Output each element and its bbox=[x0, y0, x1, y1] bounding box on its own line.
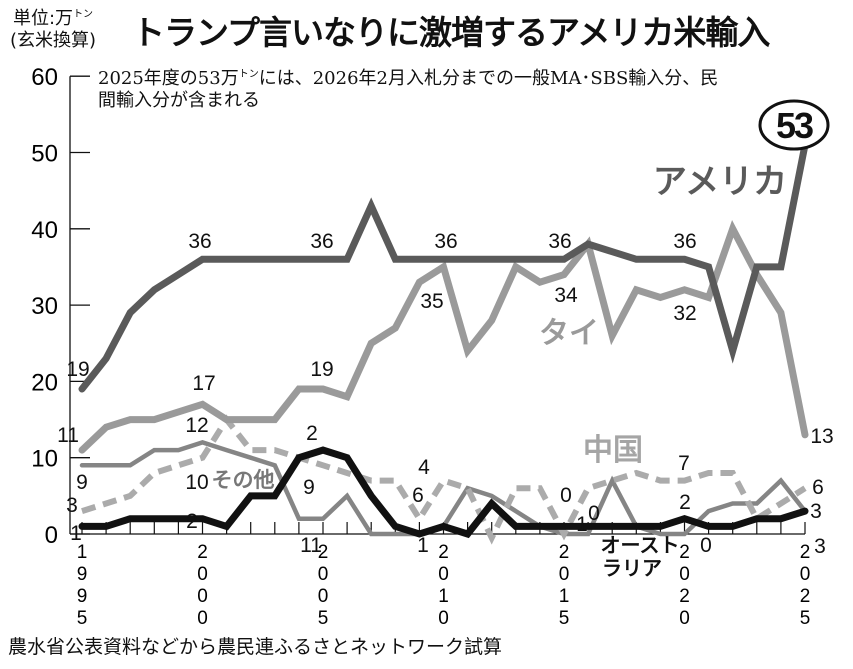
data-label: 7 bbox=[678, 452, 690, 475]
data-label: 36 bbox=[673, 230, 696, 253]
series-label-thailand: タイ bbox=[539, 316, 599, 351]
chart-title: トランプ言いなりに激増するアメリカ米輸入 bbox=[132, 13, 770, 52]
data-label: 2 bbox=[306, 422, 318, 445]
data-label: 1 bbox=[417, 534, 429, 557]
series-lines bbox=[78, 141, 809, 545]
data-label: 17 bbox=[192, 372, 215, 395]
data-label: 0 bbox=[588, 502, 600, 525]
data-label: 0 bbox=[700, 534, 712, 557]
data-label: 1 bbox=[70, 522, 82, 545]
data-label: 13 bbox=[810, 425, 833, 448]
note-line1-a: 2025年度の53万 bbox=[98, 68, 239, 89]
y-tick-label: 60 bbox=[31, 64, 58, 91]
data-label: 19 bbox=[66, 358, 89, 381]
data-label: 1 bbox=[576, 513, 588, 536]
data-label: 3 bbox=[810, 500, 822, 523]
data-label: 35 bbox=[420, 290, 443, 313]
series-line-america bbox=[78, 141, 809, 393]
source-footer: 農水省公表資料などから農民連ふるさとネットワーク試算 bbox=[8, 636, 503, 658]
data-label: 9 bbox=[76, 471, 88, 494]
data-label: 3 bbox=[66, 494, 78, 517]
data-label: 10 bbox=[185, 471, 208, 494]
y-tick-label: 0 bbox=[45, 522, 58, 549]
data-label: 11 bbox=[300, 534, 322, 557]
series-label-australia-line1: オースト bbox=[601, 533, 680, 557]
chart-note: 2025年度の53万トンには、2026年2月入札分までの一般MA･SBS輸入分、… bbox=[98, 64, 818, 112]
data-label: 12 bbox=[185, 414, 208, 437]
data-label: 2 bbox=[679, 491, 691, 514]
unit-sup: トン bbox=[73, 9, 94, 20]
unit-line2: (玄米換算) bbox=[10, 30, 97, 51]
data-label: 36 bbox=[548, 230, 571, 253]
data-label: 0 bbox=[560, 484, 572, 507]
data-label: 6 bbox=[412, 484, 424, 507]
series-line-thailand bbox=[78, 220, 809, 454]
y-tick-label: 50 bbox=[31, 141, 58, 168]
data-label: 11 bbox=[57, 424, 79, 447]
note-line2: 間輸入分が含まれる bbox=[98, 90, 260, 111]
note-line1-sup: トン bbox=[238, 69, 259, 80]
data-label: 32 bbox=[673, 302, 696, 325]
y-tick-label: 40 bbox=[31, 217, 58, 244]
data-label: 34 bbox=[554, 284, 578, 307]
series-label-australia-line2: ラリア bbox=[602, 556, 662, 580]
series-line-australia bbox=[78, 446, 809, 539]
data-label: 36 bbox=[310, 230, 333, 253]
highlight-circle bbox=[758, 99, 830, 151]
series-label-china: 中国 bbox=[583, 433, 643, 468]
series-line-other bbox=[81, 414, 807, 545]
unit-line1: 単位:万 bbox=[12, 8, 74, 29]
data-label: 2 bbox=[186, 510, 198, 533]
data-label: 9 bbox=[303, 476, 315, 499]
data-label: 4 bbox=[418, 456, 430, 479]
data-label-highlight: 53 bbox=[776, 105, 813, 146]
y-tick-label: 30 bbox=[31, 293, 58, 320]
data-label: 3 bbox=[814, 535, 826, 558]
series-label-other: その他 bbox=[212, 468, 275, 492]
note-line1-b: には、2026年2月入札分までの一般MA･SBS輸入分、民 bbox=[258, 68, 719, 89]
y-tick-label: 20 bbox=[31, 369, 58, 396]
y-tick-label: 10 bbox=[31, 446, 58, 473]
series-label-america: アメリカ bbox=[653, 162, 787, 202]
data-label: 6 bbox=[812, 476, 824, 499]
unit-label: 単位:万トン (玄米換算) bbox=[10, 4, 96, 52]
data-label: 19 bbox=[310, 358, 333, 381]
data-label: 36 bbox=[188, 230, 211, 253]
data-label: 36 bbox=[434, 230, 457, 253]
